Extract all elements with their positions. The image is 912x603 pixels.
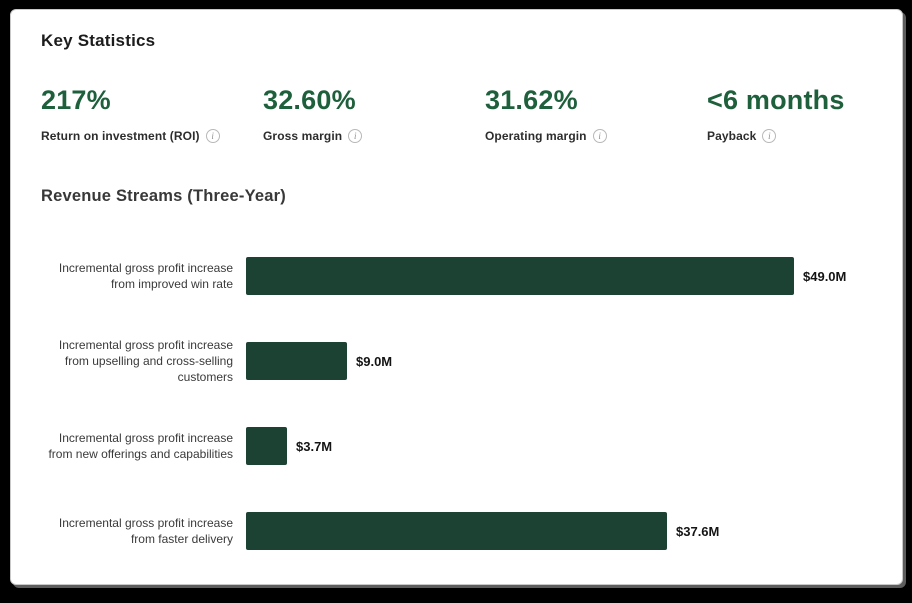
key-statistics-heading: Key Statistics <box>41 31 156 50</box>
stat-payback: <6 months Payback i <box>707 87 872 143</box>
stat-value-operating-margin: 31.62% <box>485 85 578 115</box>
bar-track: $49.0M <box>246 257 872 295</box>
bar-row: Incremental gross profit increase from f… <box>41 512 872 550</box>
stat-value-payback: <6 months <box>707 85 845 115</box>
stat-roi: 217% Return on investment (ROI) i <box>41 87 263 143</box>
stat-operating-margin: 31.62% Operating margin i <box>485 87 707 143</box>
stat-label-payback: Payback <box>707 129 757 143</box>
stat-gross-margin: 32.60% Gross margin i <box>263 87 485 143</box>
bar[interactable] <box>246 427 287 465</box>
bar-track: $37.6M <box>246 512 872 550</box>
bar[interactable] <box>246 342 347 380</box>
bar-track: $9.0M <box>246 342 872 380</box>
bar-row: Incremental gross profit increase from n… <box>41 427 872 465</box>
bar-value-label: $3.7M <box>296 438 333 454</box>
revenue-streams-heading: Revenue Streams (Three-Year) <box>41 187 286 205</box>
stat-label-operating-margin: Operating margin <box>485 129 587 143</box>
bar-value-label: $37.6M <box>676 523 720 539</box>
bar-value-label: $9.0M <box>356 353 393 369</box>
info-icon[interactable]: i <box>348 129 363 143</box>
bar-row: Incremental gross profit increase from u… <box>41 338 872 384</box>
bar-value-label: $49.0M <box>803 268 847 284</box>
stat-label-roi: Return on investment (ROI) <box>41 129 200 143</box>
stat-value-gross-margin: 32.60% <box>263 85 356 115</box>
info-icon[interactable]: i <box>592 129 607 143</box>
bar-category-label: Incremental gross profit increase from i… <box>58 261 233 291</box>
revenue-streams-chart: Incremental gross profit increase from i… <box>41 257 872 550</box>
key-statistics-grid: 217% Return on investment (ROI) i 32.60%… <box>41 87 872 143</box>
bar-category-label: Incremental gross profit increase from f… <box>58 516 233 546</box>
bar-track: $3.7M <box>246 427 872 465</box>
info-icon[interactable]: i <box>762 129 777 143</box>
bar[interactable] <box>246 512 667 550</box>
bar-category-label: Incremental gross profit increase from n… <box>48 431 233 461</box>
stat-value-roi: 217% <box>41 85 111 115</box>
report-card: Key Statistics 217% Return on investment… <box>10 9 903 585</box>
bar-category-label: Incremental gross profit increase from u… <box>58 338 233 384</box>
bar-row: Incremental gross profit increase from i… <box>41 257 872 295</box>
bar[interactable] <box>246 257 794 295</box>
stat-label-gross-margin: Gross margin <box>263 129 343 143</box>
info-icon[interactable]: i <box>205 129 220 143</box>
